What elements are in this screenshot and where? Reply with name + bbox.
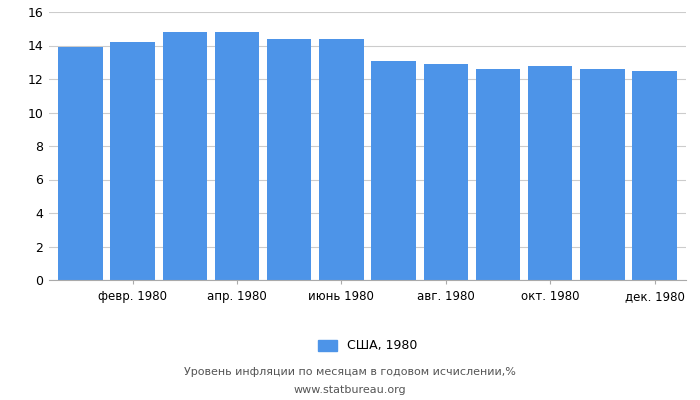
Legend: США, 1980: США, 1980 [313, 334, 422, 358]
Bar [267, 39, 312, 280]
Bar [424, 64, 468, 280]
Bar [633, 71, 677, 280]
Bar [528, 66, 573, 280]
Bar [476, 69, 520, 280]
Bar [580, 69, 624, 280]
Bar [111, 42, 155, 280]
Bar [319, 39, 363, 280]
Bar [162, 32, 207, 280]
Bar [215, 32, 259, 280]
Bar [58, 47, 102, 280]
Text: www.statbureau.org: www.statbureau.org [294, 385, 406, 395]
Text: Уровень инфляции по месяцам в годовом исчислении,%: Уровень инфляции по месяцам в годовом ис… [184, 367, 516, 377]
Bar [372, 60, 416, 280]
